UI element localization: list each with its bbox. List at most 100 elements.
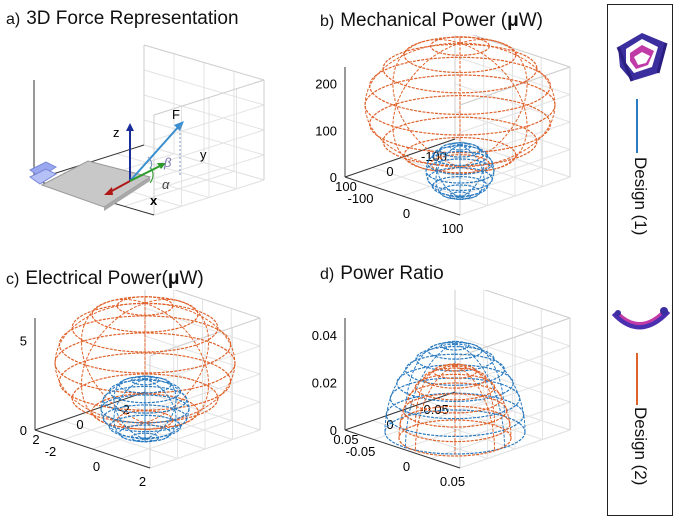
design2-surface [398, 363, 512, 457]
z-tick-label: 0 [330, 170, 337, 185]
panel-b-label: b) [320, 13, 335, 30]
meridian-line [459, 39, 528, 168]
panel-c-title: c) Electrical Power(μW) [6, 268, 204, 290]
panel-c-label: c) [6, 271, 20, 288]
meridian-line [113, 378, 146, 441]
x-tick-label: 0 [93, 459, 100, 474]
meridian-line [144, 377, 177, 440]
panel-d-box [344, 290, 571, 469]
meridian-line [144, 298, 210, 424]
design1-label: Design (1) [631, 157, 650, 236]
design1-swatch [636, 99, 638, 153]
plate-edge [104, 177, 150, 211]
y-label: y [200, 147, 207, 162]
z-tick-label: 5 [20, 333, 27, 348]
grid-line [454, 56, 571, 95]
grid-line [149, 429, 261, 469]
force-arrowhead-icon [174, 121, 184, 131]
grid-line [144, 307, 261, 347]
y-axis [344, 391, 456, 431]
meridian-line [384, 343, 456, 433]
grid-line [144, 391, 261, 431]
meridian-line [364, 42, 461, 168]
x-tick-label: 0.05 [440, 474, 465, 489]
box-edge [483, 290, 571, 319]
meridian-line [80, 302, 146, 428]
x-tick-label: 0 [403, 206, 410, 221]
design2-surface [364, 36, 556, 174]
box-edge [471, 35, 571, 68]
z-tick-label: 0 [20, 423, 27, 438]
panel-d-label: d) [320, 266, 335, 283]
meridian-line [144, 302, 210, 428]
x-arrowhead-icon [104, 187, 113, 195]
alpha-arrowhead-icon [157, 163, 166, 169]
meridian-line [414, 364, 456, 426]
meridian-line [454, 364, 496, 426]
meridian-line [459, 144, 495, 198]
panel-d-title: d) Power Ratio [320, 263, 444, 285]
cantilever-plate [29, 160, 152, 211]
y-tick-label: -0.05 [419, 402, 449, 417]
grid-line [454, 391, 571, 431]
grid-line [123, 170, 235, 207]
alpha-label: α [162, 177, 170, 192]
grid-line [121, 420, 232, 459]
grid-line [431, 167, 542, 206]
panel-b-title: b) Mechanical Power (μW) [320, 10, 543, 32]
x-axis [34, 429, 151, 469]
grid-line [459, 176, 571, 216]
plate-surface [40, 160, 152, 208]
force-vector [129, 124, 181, 182]
meridian-line [414, 365, 456, 451]
meridian-line [113, 377, 146, 440]
x-tick-label: -0.05 [346, 444, 376, 459]
meridian-line [100, 378, 146, 440]
grid-line [459, 94, 571, 133]
x-label: x [150, 193, 158, 208]
design2-swatch [636, 353, 638, 405]
purple-arc-icon [611, 307, 671, 330]
panel-a-title-text: 3D Force Representation [26, 8, 239, 29]
z-tick-label: 0.02 [312, 375, 337, 390]
meridian-line [435, 143, 461, 198]
panel-a-box [33, 44, 265, 216]
x-tick-label: -100 [347, 191, 373, 206]
z-tick-label: 0.04 [312, 328, 337, 343]
x-tick-label: 2 [139, 474, 146, 489]
x-axis [344, 429, 461, 469]
grid-line [459, 429, 571, 469]
z-label: z [113, 125, 120, 140]
meridian-line [459, 143, 485, 198]
design1-surface [425, 141, 495, 201]
meridian-line [405, 343, 456, 448]
force-label: F [172, 107, 180, 122]
latitude-ring [364, 74, 556, 136]
meridian-line [144, 378, 177, 441]
box-edge [173, 290, 261, 319]
z-tick-label: 100 [315, 123, 337, 138]
box-edge [459, 66, 571, 106]
grid-line [143, 144, 265, 181]
meridian-line [405, 342, 456, 417]
meridian-line [435, 144, 461, 199]
panel-b-unit-rest: W) [518, 10, 543, 31]
meridian-line [459, 144, 485, 199]
meridian-line [454, 343, 505, 448]
meridian-line [425, 144, 461, 198]
legend: Design (1) Design (2) [607, 4, 673, 516]
z-tick-label: 0 [330, 423, 337, 438]
clamp-block-bottom [29, 168, 58, 185]
panel-b-box [344, 35, 571, 216]
y-tick-label: 2 [32, 432, 39, 447]
x-axis [344, 176, 461, 216]
meridian-line [144, 302, 236, 424]
z-tick-label: 200 [315, 77, 337, 92]
y-tick-label: 0.05 [333, 432, 358, 447]
alpha-projection-vector [129, 164, 163, 182]
meridian-line [454, 342, 505, 417]
beta-label: β [163, 155, 172, 170]
